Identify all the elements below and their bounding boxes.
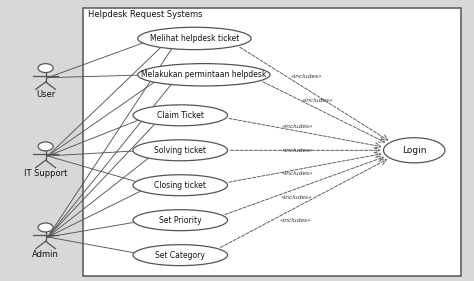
Ellipse shape xyxy=(133,210,228,231)
Text: Solving ticket: Solving ticket xyxy=(154,146,206,155)
Ellipse shape xyxy=(133,105,228,126)
Text: «includes»: «includes» xyxy=(302,98,334,103)
Text: «includes»: «includes» xyxy=(282,124,313,129)
Ellipse shape xyxy=(133,140,228,161)
Text: Set Priority: Set Priority xyxy=(159,216,201,225)
Circle shape xyxy=(38,64,53,72)
Ellipse shape xyxy=(133,245,228,266)
Ellipse shape xyxy=(133,175,228,196)
Ellipse shape xyxy=(383,138,445,163)
Text: Set Category: Set Category xyxy=(155,251,205,260)
Text: User: User xyxy=(36,90,55,99)
Ellipse shape xyxy=(138,27,251,50)
Text: «includes»: «includes» xyxy=(281,194,312,200)
Text: Closing ticket: Closing ticket xyxy=(154,181,206,190)
Circle shape xyxy=(38,142,53,151)
FancyBboxPatch shape xyxy=(83,8,462,276)
Text: Claim Ticket: Claim Ticket xyxy=(157,111,204,120)
Text: IT Support: IT Support xyxy=(24,169,67,178)
Text: «includes»: «includes» xyxy=(282,148,313,153)
Text: Melakukan permintaan helpdesk: Melakukan permintaan helpdesk xyxy=(141,70,266,79)
Circle shape xyxy=(38,223,53,232)
Text: Admin: Admin xyxy=(32,250,59,259)
Text: Helpdesk Request Systems: Helpdesk Request Systems xyxy=(88,10,202,19)
Ellipse shape xyxy=(138,64,270,86)
Text: «includes»: «includes» xyxy=(291,74,322,79)
Text: «includes»: «includes» xyxy=(280,218,311,223)
Text: Melihat helpdesk ticket: Melihat helpdesk ticket xyxy=(150,34,239,43)
Text: «includes»: «includes» xyxy=(282,171,313,176)
Text: Login: Login xyxy=(402,146,427,155)
